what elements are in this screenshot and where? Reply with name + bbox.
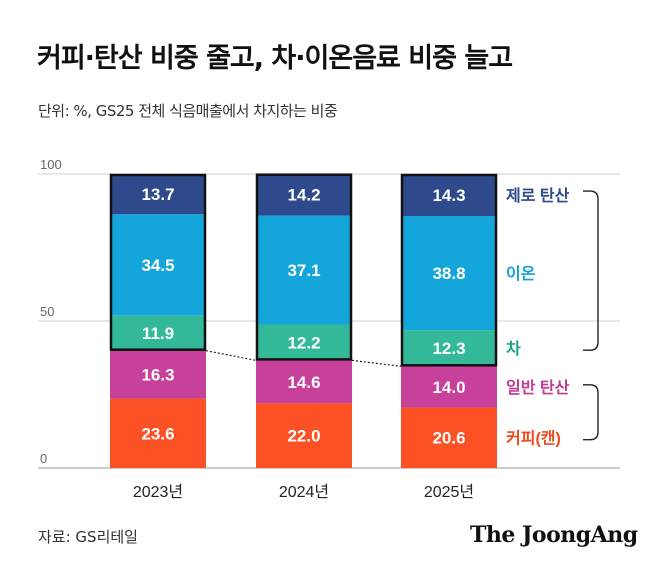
data-label: 13.7 — [141, 185, 174, 204]
bracket-decrease-group — [583, 384, 599, 441]
bar-segment — [256, 173, 352, 216]
y-tick-label: 0 — [40, 451, 47, 466]
bar-segment — [256, 360, 352, 404]
data-label: 14.2 — [287, 186, 320, 205]
data-label: 12.2 — [287, 333, 320, 352]
trend-connector — [351, 359, 402, 367]
x-tick-label: 2025년 — [424, 483, 474, 501]
bar-segment — [401, 330, 497, 367]
y-tick-label: 50 — [40, 304, 54, 319]
source-note: 자료: GS리테일 — [38, 528, 138, 546]
data-label: 22.0 — [287, 427, 320, 446]
data-label: 14.3 — [432, 186, 465, 205]
y-tick-label: 100 — [40, 157, 62, 172]
highlight-outline — [400, 173, 498, 367]
data-label: 16.3 — [141, 366, 174, 385]
x-tick-label: 2023년 — [133, 483, 183, 501]
legend-label: 일반 탄산 — [506, 379, 570, 397]
bar-segment — [110, 174, 206, 215]
bar-segment — [401, 174, 497, 217]
legend-label: 제로 탄산 — [506, 187, 570, 205]
data-label: 14.0 — [432, 378, 465, 397]
bar-segment — [110, 214, 206, 316]
data-label: 11.9 — [142, 324, 174, 343]
bar-segment — [256, 215, 352, 325]
highlight-outline — [255, 173, 353, 361]
data-label: 37.1 — [287, 261, 320, 280]
data-label: 38.8 — [432, 264, 465, 283]
data-label: 34.5 — [141, 256, 174, 275]
bar-segment — [110, 350, 206, 399]
data-label: 20.6 — [432, 429, 465, 448]
bar-segment — [401, 216, 497, 331]
trend-connector — [205, 350, 257, 361]
data-label: 23.6 — [141, 424, 174, 443]
legend-label: 이온 — [506, 265, 536, 283]
bar-segment — [110, 315, 206, 351]
bar-segment — [401, 366, 497, 408]
bar-segment — [110, 398, 206, 468]
bar-segment — [256, 324, 352, 361]
highlight-outline — [109, 173, 207, 351]
legend-label: 커피(캔) — [506, 430, 561, 448]
data-label: 14.6 — [287, 373, 320, 392]
data-label: 12.3 — [432, 339, 465, 358]
x-tick-label: 2024년 — [279, 483, 329, 501]
chart-title: 커피·탄산 비중 줄고, 차·이온음료 비중 늘고 — [37, 43, 513, 74]
chart-subtitle: 단위: %, GS25 전체 식음매출에서 차지하는 비중 — [38, 102, 338, 120]
legend-label: 차 — [506, 340, 521, 358]
bracket-increase-group — [583, 190, 599, 351]
bar-segment — [401, 407, 497, 468]
publisher-logo: The JoongAng — [470, 522, 638, 548]
bar-segment — [256, 403, 352, 468]
